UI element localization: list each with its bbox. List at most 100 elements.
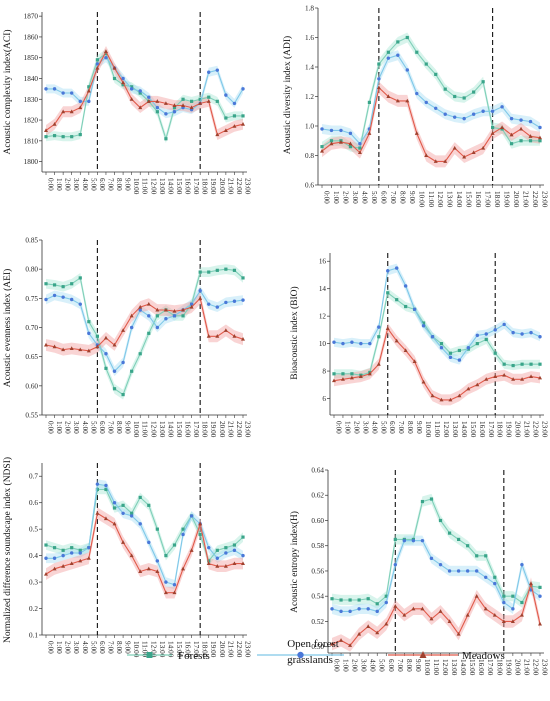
x-tick-label: 1:00 bbox=[343, 421, 351, 434]
data-point-open-forest-grasslands bbox=[348, 131, 353, 136]
data-point-forests bbox=[421, 321, 426, 325]
data-point-meadows bbox=[411, 606, 416, 611]
data-point-open-forest-grasslands bbox=[538, 594, 542, 598]
data-point-open-forest-grasslands bbox=[129, 87, 134, 91]
data-point-forests bbox=[112, 76, 117, 81]
data-point-open-forest-grasslands bbox=[52, 293, 57, 298]
x-tick-label: 6:00 bbox=[98, 641, 106, 654]
data-point-meadows bbox=[340, 377, 345, 381]
x-tick-label: 5:00 bbox=[378, 659, 386, 672]
data-point-forests bbox=[104, 366, 108, 370]
data-point-forests bbox=[181, 527, 185, 531]
x-tick-label: 18:00 bbox=[201, 178, 209, 195]
data-point-meadows bbox=[386, 94, 391, 98]
data-point-open-forest-grasslands bbox=[87, 331, 91, 336]
data-point-forests bbox=[367, 100, 371, 104]
x-tick-label: 2:00 bbox=[351, 659, 359, 672]
x-tick-label: 3:00 bbox=[351, 191, 359, 204]
data-point-open-forest-grasslands bbox=[164, 317, 168, 321]
data-point-open-forest-grasslands bbox=[172, 110, 177, 114]
data-point-open-forest-grasslands bbox=[121, 511, 125, 515]
data-point-forests bbox=[395, 298, 399, 302]
x-tick-label: 17:00 bbox=[192, 178, 200, 195]
data-point-meadows bbox=[462, 154, 467, 159]
confidence-band-3 bbox=[46, 292, 243, 357]
data-point-open-forest-grasslands bbox=[78, 99, 82, 104]
x-tick-label: 19:00 bbox=[209, 421, 217, 438]
data-point-forests bbox=[181, 97, 185, 101]
data-point-meadows bbox=[86, 556, 91, 560]
data-point-open-forest-grasslands bbox=[439, 346, 444, 350]
x-tick-label: 6:00 bbox=[387, 659, 395, 672]
legend-label-open-forest-grasslands: Open forest grasslands bbox=[287, 638, 339, 666]
x-tick-label: 16:00 bbox=[478, 421, 486, 438]
x-tick-label: 21:00 bbox=[522, 659, 530, 676]
x-tick-label: 18:00 bbox=[201, 641, 209, 658]
data-point-forests bbox=[241, 535, 245, 539]
data-point-forests bbox=[472, 90, 476, 94]
x-tick-label: 22:00 bbox=[235, 178, 243, 195]
x-tick-label: 9:00 bbox=[414, 659, 422, 672]
data-point-forests bbox=[475, 554, 479, 558]
x-tick-label: 9:00 bbox=[415, 421, 423, 434]
y-tick-label: 8 bbox=[322, 368, 326, 376]
y-tick-label: 0.80 bbox=[25, 266, 38, 274]
x-tick-label: 18:00 bbox=[201, 421, 209, 438]
data-point-open-forest-grasslands bbox=[412, 307, 417, 311]
data-point-forests bbox=[130, 369, 134, 373]
y-tick-label: 1850 bbox=[24, 54, 39, 62]
data-point-meadows bbox=[241, 561, 245, 566]
data-point-meadows bbox=[129, 97, 134, 101]
x-tick-label: 3:00 bbox=[72, 421, 80, 434]
x-tick-label: 22:00 bbox=[235, 641, 243, 658]
y-tick-label: 1.0 bbox=[305, 123, 314, 131]
data-point-open-forest-grasslands bbox=[104, 352, 108, 356]
data-point-meadows bbox=[112, 342, 117, 347]
data-point-meadows bbox=[484, 377, 489, 381]
confidence-band-1 bbox=[322, 32, 540, 154]
y-tick-label: 0.56 bbox=[311, 567, 324, 575]
y-tick-label: 0.55 bbox=[25, 412, 38, 420]
x-tick-label: 23:00 bbox=[541, 659, 549, 676]
data-point-open-forest-grasslands bbox=[69, 551, 74, 555]
data-point-open-forest-grasslands bbox=[538, 335, 542, 339]
legend-marker-forests bbox=[146, 652, 153, 658]
data-point-forests bbox=[198, 532, 202, 537]
data-point-forests bbox=[241, 114, 245, 118]
data-point-open-forest-grasslands bbox=[520, 332, 524, 336]
data-point-open-forest-grasslands bbox=[481, 109, 485, 113]
data-point-forests bbox=[502, 362, 506, 366]
data-point-open-forest-grasslands bbox=[61, 553, 65, 558]
data-point-meadows bbox=[332, 378, 336, 383]
data-point-open-forest-grasslands bbox=[386, 269, 390, 273]
data-point-forests bbox=[438, 518, 443, 523]
data-point-meadows bbox=[339, 638, 344, 642]
y-tick-label: 6 bbox=[322, 395, 326, 403]
x-tick-label: 10:00 bbox=[417, 191, 425, 208]
x-tick-label: 21:00 bbox=[226, 178, 234, 195]
x-tick-label: 0:00 bbox=[335, 421, 343, 434]
data-point-forests bbox=[457, 537, 461, 542]
data-point-open-forest-grasslands bbox=[44, 87, 48, 91]
data-point-open-forest-grasslands bbox=[44, 297, 48, 302]
data-point-forests bbox=[519, 139, 523, 143]
y-tick-label: 1870 bbox=[24, 13, 39, 21]
data-point-forests bbox=[138, 91, 142, 95]
data-point-forests bbox=[511, 363, 515, 368]
data-point-open-forest-grasslands bbox=[466, 346, 471, 350]
data-point-open-forest-grasslands bbox=[112, 500, 117, 505]
x-tick-label: 17:00 bbox=[486, 659, 494, 676]
data-point-forests bbox=[224, 267, 228, 271]
y-tick-label: 0.65 bbox=[25, 353, 38, 361]
series-line-2 bbox=[321, 54, 541, 145]
x-tick-label: 12:00 bbox=[149, 178, 157, 195]
data-point-meadows bbox=[395, 98, 400, 103]
data-point-forests bbox=[511, 594, 515, 598]
data-point-open-forest-grasslands bbox=[500, 105, 504, 109]
x-tick-label: 20:00 bbox=[512, 191, 520, 208]
x-tick-label: 2:00 bbox=[341, 191, 349, 204]
x-tick-label: 18:00 bbox=[496, 421, 504, 438]
y-tick-label: 12 bbox=[319, 313, 327, 321]
data-point-forests bbox=[466, 544, 470, 548]
data-point-open-forest-grasslands bbox=[377, 77, 381, 81]
